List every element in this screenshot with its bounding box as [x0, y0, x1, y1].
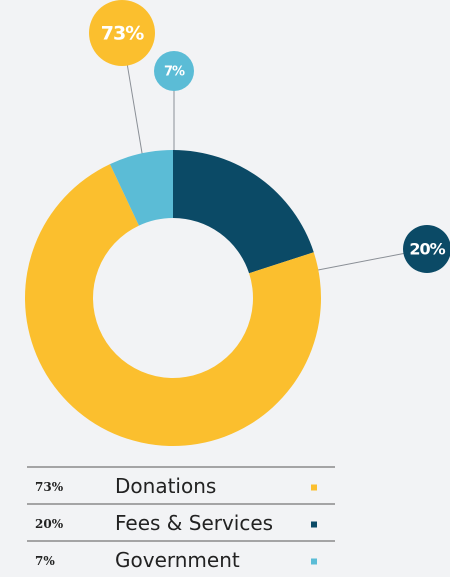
legend-value: 7% [35, 554, 55, 568]
donut-segment [109, 150, 173, 226]
callout-bubble [154, 51, 194, 91]
legend-name: Donations [115, 474, 216, 498]
callout-label: 73% [101, 23, 144, 45]
legend-swatch [311, 558, 317, 565]
legend-value: 20% [35, 517, 64, 531]
callout-bubble [89, 0, 155, 66]
callout-label: 7% [164, 65, 185, 80]
legend-name: Government [115, 548, 240, 572]
legend-swatch [311, 521, 317, 528]
callout-bubble [403, 225, 450, 273]
donut [25, 150, 322, 447]
donut-segment [173, 150, 314, 274]
callout-label: 20% [409, 240, 445, 259]
legend-value: 73% [35, 480, 64, 494]
legend-name: Fees & Services [115, 511, 273, 535]
legend-swatch [311, 484, 317, 491]
donut-segment [25, 164, 322, 447]
